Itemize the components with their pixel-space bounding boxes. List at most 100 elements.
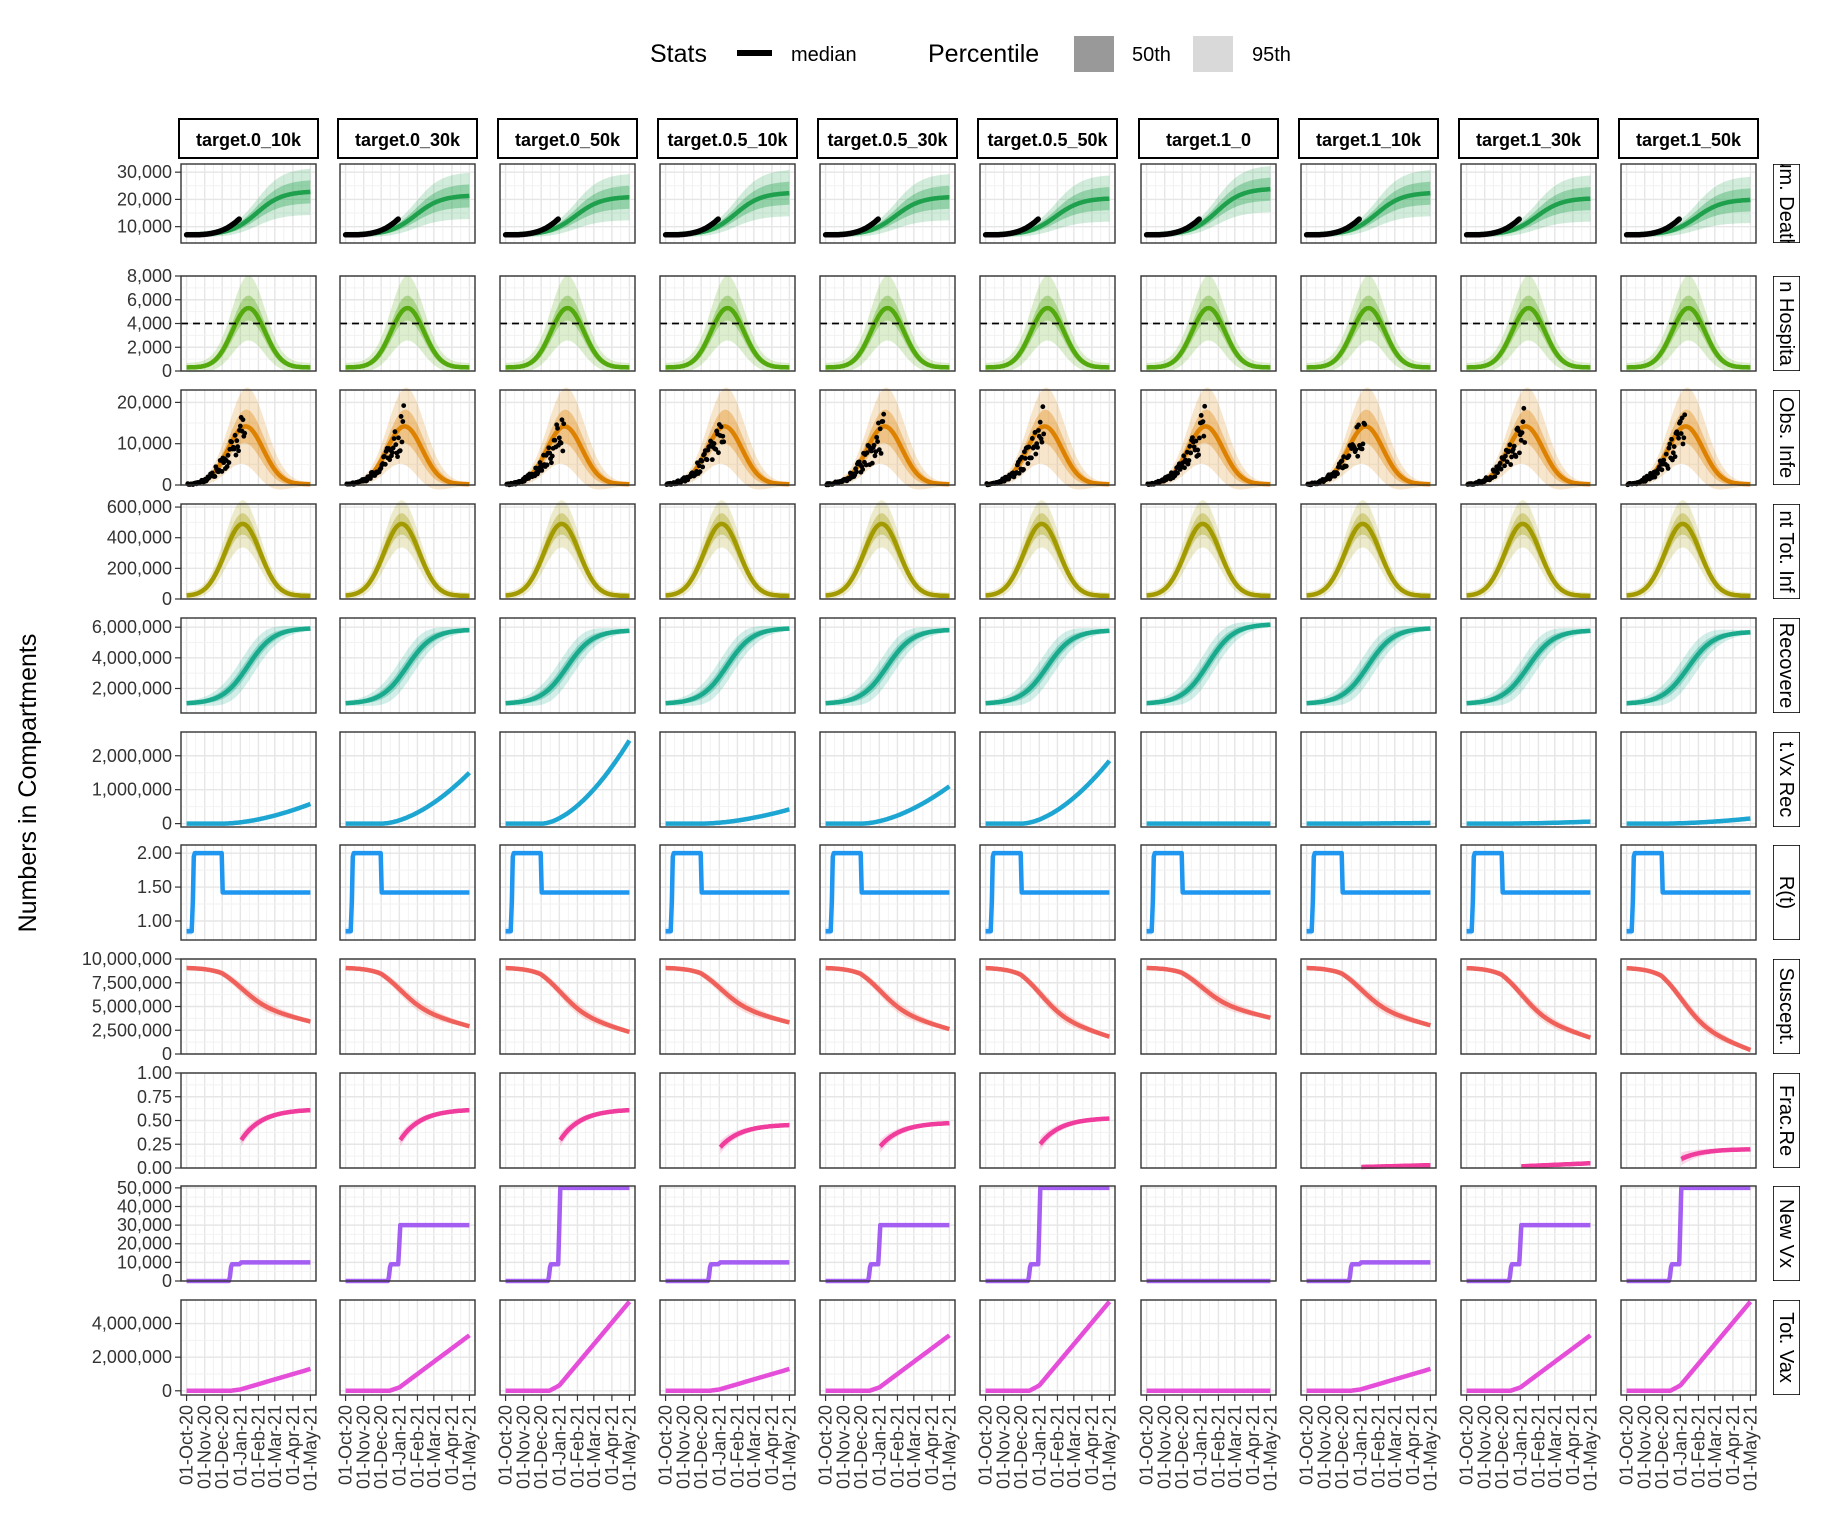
y-tick-label: 0 (162, 361, 172, 381)
x-tick-label: 01-Nov-20 (195, 1405, 215, 1489)
median-line (824, 784, 951, 826)
panel-background (660, 1186, 795, 1281)
observed-point (1670, 450, 1676, 456)
column-strip-box (1298, 118, 1439, 159)
panel-border (1460, 731, 1597, 828)
observed-point (1033, 451, 1039, 457)
panel-border (1620, 275, 1757, 372)
y-tick-label: 6,000,000 (92, 617, 172, 637)
observed-deaths (1303, 216, 1362, 238)
facet-panel: target.0_10k (178, 118, 319, 244)
observed-point (1521, 405, 1527, 411)
median-line (344, 850, 471, 934)
column-strip-label: target.1_30k (1476, 130, 1582, 150)
facet-panel (1620, 958, 1757, 1055)
x-tick-label: 01-Mar-21 (1545, 1405, 1565, 1488)
x-tick-label: 01-Apr-21 (1082, 1405, 1102, 1485)
median-line (1305, 850, 1432, 934)
x-tick-label: 01-Mar-21 (744, 1405, 764, 1488)
observed-point (1356, 422, 1361, 428)
panel-background (340, 732, 475, 827)
x-tick-label: 01-May-21 (1580, 1405, 1600, 1491)
observed-point (1355, 453, 1361, 459)
observed-point (864, 450, 870, 456)
observed-point (212, 474, 218, 479)
observed-point (873, 449, 879, 455)
panel-border (659, 731, 796, 828)
median-line (1465, 965, 1592, 1040)
band-95th (186, 168, 311, 238)
observed-deaths (1463, 216, 1522, 238)
panel-border (659, 1185, 796, 1282)
panel-background (1621, 732, 1756, 827)
observed-point (391, 436, 397, 442)
panel-border (819, 503, 956, 600)
panel-border (499, 958, 636, 1055)
band-95th (880, 1121, 950, 1153)
observed-point (1666, 445, 1672, 451)
observed-point (1497, 460, 1503, 466)
column-strip-label: target.1_50k (1636, 130, 1742, 150)
median-line (824, 627, 951, 706)
x-tick-label: 01-May-21 (459, 1405, 479, 1491)
observed-point (1187, 443, 1193, 449)
median-line (824, 521, 951, 599)
x-tick-label: 01-May-21 (1099, 1405, 1119, 1491)
row-strip-label: Suscept. (1775, 968, 1797, 1046)
y-tick-label: 6,000 (127, 290, 172, 310)
y-tick-label: 1,000,000 (92, 780, 172, 800)
observed-point (878, 450, 884, 456)
y-tick-label: 600,000 (107, 497, 172, 517)
observed-point (1511, 443, 1517, 449)
y-tick-label: 40,000 (117, 1196, 172, 1216)
panel-border (979, 503, 1116, 600)
facet-panel (499, 958, 636, 1055)
y-tick-label: 0 (162, 1381, 172, 1401)
median-line (558, 1107, 631, 1142)
facet-panel: 01-Oct-2001-Nov-2001-Dec-2001-Jan-2101-F… (496, 1299, 639, 1491)
observed-point (881, 411, 887, 417)
facet-panel (659, 617, 796, 714)
panel-border (1620, 1299, 1757, 1396)
x-tick-label: 01-Feb-21 (407, 1405, 427, 1488)
panel-border (1300, 275, 1437, 372)
facet-panel (659, 731, 796, 828)
y-tick-label: 0 (162, 814, 172, 834)
observed-point (876, 447, 882, 453)
observed-point (860, 467, 866, 472)
facet-panel (339, 1072, 476, 1169)
median-line (1465, 628, 1592, 706)
row-strip: R(t) (1773, 845, 1800, 940)
observed-point (1681, 435, 1687, 441)
panel-border (499, 1299, 636, 1396)
row-strip: New Vx (1773, 1186, 1800, 1281)
observed-point (1506, 448, 1512, 454)
observed-point (697, 469, 703, 475)
median-line (1520, 1161, 1592, 1169)
facet-panel (1300, 958, 1437, 1055)
facet-panel (1300, 500, 1437, 600)
x-tick-label: 01-Apr-21 (1243, 1405, 1263, 1485)
median-line (1305, 1366, 1432, 1394)
median-line (1145, 622, 1272, 706)
median-line (185, 305, 312, 370)
row-strip-label: Obs. Infe (1775, 397, 1797, 478)
panel-border (180, 1072, 317, 1169)
facet-panel: target.0.5_30k (817, 118, 958, 244)
panel-border (339, 731, 476, 828)
column-strip-label: target.0.5_30k (827, 130, 948, 150)
panel-border (499, 1185, 636, 1282)
facet-panel: 01-Oct-2001-Nov-2001-Dec-2001-Jan-2101-F… (656, 1299, 799, 1491)
x-tick-label: 01-May-21 (619, 1405, 639, 1491)
observed-point (546, 445, 552, 451)
panel-border (499, 844, 636, 941)
panel-border (1300, 1185, 1437, 1282)
facet-panel (339, 1185, 476, 1284)
y-tick-label: 20,000 (117, 392, 172, 412)
median-line (1145, 521, 1272, 599)
panel-border (339, 503, 476, 600)
facet-panel: 01-Oct-2001-Nov-2001-Dec-2001-Jan-2101-F… (1617, 1299, 1760, 1491)
panel-border (1300, 958, 1437, 1055)
observed-point (1032, 430, 1038, 435)
